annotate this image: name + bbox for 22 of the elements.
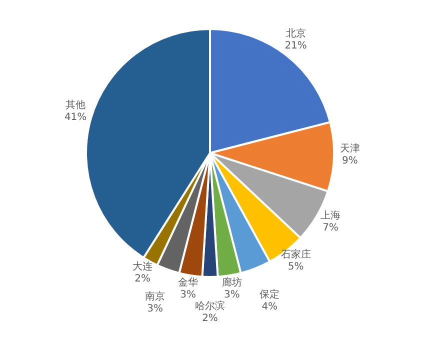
slice-label: 北京 <box>286 27 306 40</box>
slice-label: 其他 <box>66 98 86 111</box>
slice-label: 大连 <box>132 260 153 273</box>
data-label: 3% <box>147 303 164 314</box>
data-label: 41% <box>64 112 87 123</box>
slice-label: 廊坊 <box>222 276 242 288</box>
data-label: 2% <box>202 313 218 324</box>
slice-label: 上海 <box>320 209 341 222</box>
data-label: 5% <box>288 262 304 273</box>
data-label: 3% <box>180 289 196 300</box>
slice-label: 金华 <box>178 276 198 288</box>
slice-label: 南京 <box>145 290 166 302</box>
data-label: 7% <box>322 222 338 234</box>
slice-label: 保定 <box>260 288 280 301</box>
data-label: 4% <box>262 302 278 313</box>
data-label: 9% <box>342 155 358 166</box>
data-label: 3% <box>224 289 240 300</box>
data-label: 21% <box>284 40 307 52</box>
slice-label: 哈尔滨 <box>195 300 225 312</box>
data-label: 2% <box>134 274 150 285</box>
slice-label: 天津 <box>340 142 360 154</box>
slice-label: 石家庄 <box>280 248 311 261</box>
